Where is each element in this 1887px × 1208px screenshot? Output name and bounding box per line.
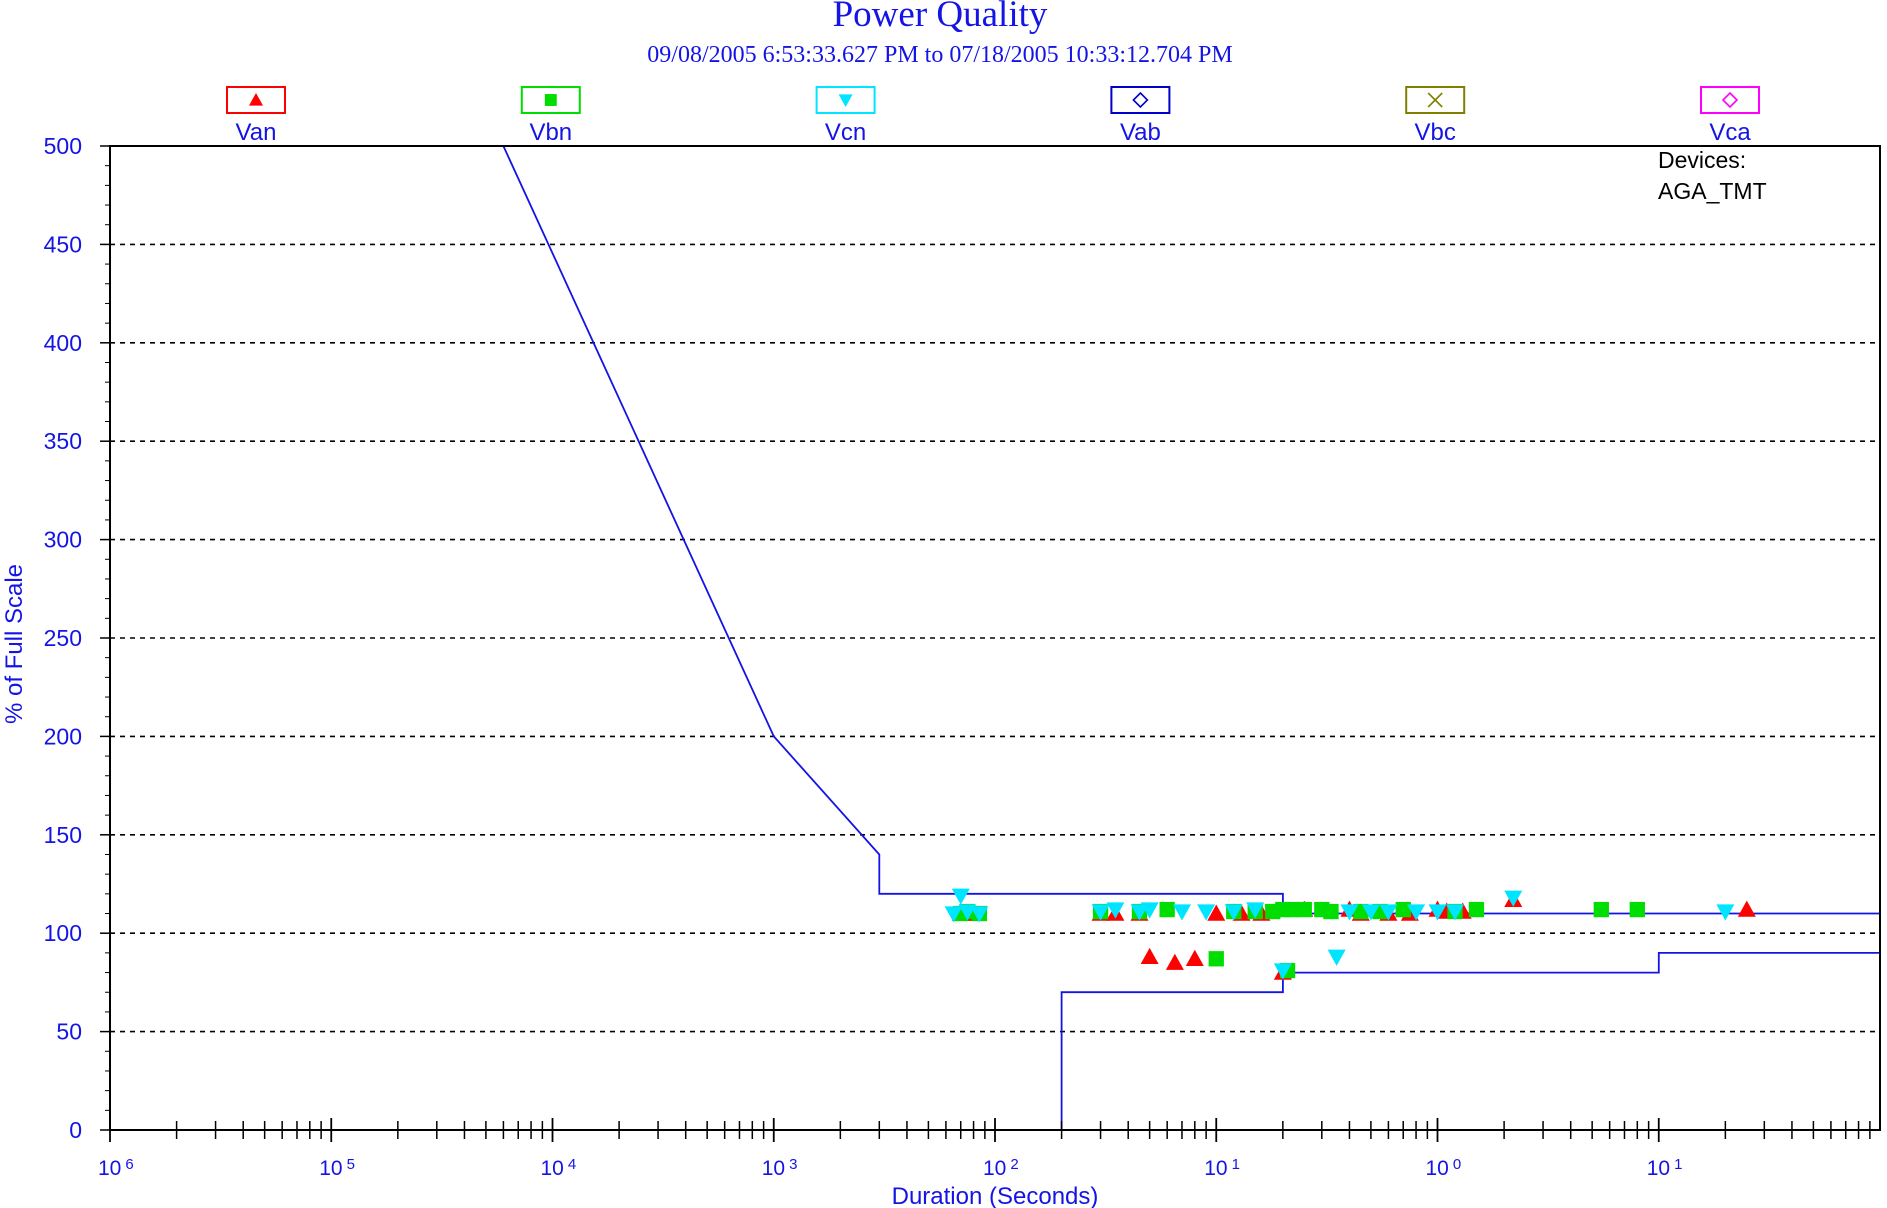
x-tick-label: 10 5 <box>319 1156 355 1180</box>
legend-label: Vbc <box>1415 119 1456 146</box>
vcn-point <box>1091 904 1110 921</box>
vcn-point <box>1428 904 1447 921</box>
y-tick-label: 350 <box>44 428 82 454</box>
chart-title: Power Quality <box>833 0 1048 35</box>
device-name: AGA_TMT <box>1658 178 1767 204</box>
vbn-point <box>1468 901 1485 918</box>
vcn-point <box>1140 902 1159 919</box>
devices-label: Devices: <box>1658 147 1746 173</box>
y-tick-label: 500 <box>44 133 82 159</box>
vcn-point <box>970 906 989 923</box>
van-point <box>1207 904 1226 921</box>
x-tick-label: 10 4 <box>541 1156 577 1180</box>
legend-swatch <box>1700 86 1760 114</box>
legend-label: Vcn <box>825 119 866 146</box>
y-tick-label: 50 <box>56 1019 82 1045</box>
x-tick-label: 10 2 <box>983 1156 1019 1180</box>
legend-marker <box>1721 91 1739 109</box>
y-tick-label: 0 <box>69 1117 82 1143</box>
vcn-point <box>1197 904 1216 921</box>
y-tick-label: 200 <box>44 723 82 749</box>
y-tick-label: 150 <box>44 822 82 848</box>
vcn-point <box>1446 904 1465 921</box>
vbn-point <box>1323 903 1339 920</box>
vcn-point <box>1106 902 1125 919</box>
van-point <box>1185 949 1204 966</box>
van-point <box>1165 953 1184 970</box>
x-tick-label: 10 3 <box>762 1156 798 1180</box>
legend-label: Van <box>236 119 277 146</box>
vcn-point <box>1327 949 1346 966</box>
legend-swatch <box>1110 86 1171 114</box>
y-axis: 0 50 100 150 200 250 300 350 400 450 500 <box>44 133 110 1143</box>
vcn-point <box>1340 904 1359 921</box>
legend-label: Vbn <box>529 119 572 146</box>
vcn-point <box>951 888 970 905</box>
x-tick-label: 10 1 <box>1204 1156 1240 1180</box>
x-axis: 10 6 10 5 10 4 10 3 10 2 10 1 10 0 10 1 <box>98 1118 1871 1180</box>
vcn-point <box>1504 890 1523 907</box>
y-tick-label: 100 <box>44 920 82 946</box>
chart-subtitle: 09/08/2005 6:53:33.627 PM to 07/18/2005 … <box>647 42 1232 68</box>
vbn-point <box>1284 901 1300 918</box>
vbn-point <box>1629 901 1645 918</box>
legend-marker <box>544 94 557 106</box>
lower-limit-curve <box>1060 952 1880 1130</box>
vbn-point <box>1395 901 1411 918</box>
y-axis-label: % of Full Scale <box>1 564 28 724</box>
x-tick-label: 10 6 <box>98 1156 134 1180</box>
y-tick-label: 400 <box>44 330 82 356</box>
legend: Van Vbn Vcn Vab Vbc Vca <box>226 86 1760 146</box>
y-tick-label: 250 <box>44 625 82 651</box>
legend-item-vca: Vca <box>1700 86 1760 146</box>
van-point <box>1737 900 1756 917</box>
legend-marker <box>1132 91 1149 109</box>
legend-item-vbc: Vbc <box>1405 86 1466 146</box>
x-axis-label: Duration (Seconds) <box>892 1183 1099 1208</box>
x-tick-label: 10 1 <box>1647 1156 1683 1180</box>
legend-item-vbn: Vbn <box>520 86 581 146</box>
vcn-point <box>1246 902 1265 919</box>
legend-marker <box>249 93 263 106</box>
vcn-point <box>1224 904 1243 921</box>
legend-label: Vab <box>1120 119 1161 146</box>
upper-limit-curve <box>502 145 1880 915</box>
vbn-point <box>1593 901 1609 918</box>
vcn-point <box>1361 904 1380 921</box>
vcn-point <box>1716 904 1735 921</box>
legend-swatch <box>226 86 286 114</box>
y-tick-label: 450 <box>44 231 82 257</box>
van-point <box>1140 947 1159 965</box>
vcn-point <box>1379 904 1398 921</box>
vcn-point <box>1172 904 1191 921</box>
legend-item-vab: Vab <box>1110 86 1171 146</box>
vbn-point <box>1296 901 1312 918</box>
vbn-point <box>1159 901 1175 918</box>
grid-lines <box>110 243 1880 1033</box>
legend-label: Vca <box>1709 119 1751 146</box>
legend-item-vcn: Vcn <box>815 86 876 146</box>
vcn-point <box>944 906 963 923</box>
x-tick-label: 10 0 <box>1426 1156 1462 1180</box>
legend-marker <box>1427 92 1443 108</box>
legend-marker <box>838 94 853 107</box>
data-points <box>944 888 1756 980</box>
vcn-point <box>1273 963 1292 980</box>
legend-item-van: Van <box>226 86 286 146</box>
vcn-point <box>1407 904 1426 921</box>
vbn-point <box>1208 951 1224 967</box>
y-tick-label: 300 <box>44 527 82 553</box>
